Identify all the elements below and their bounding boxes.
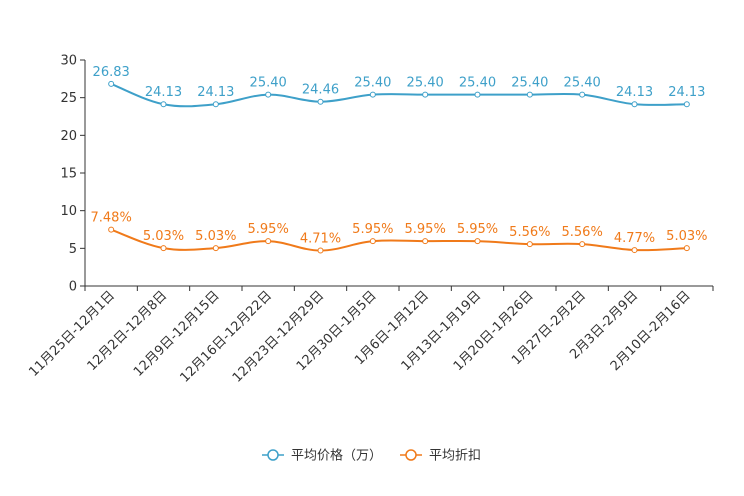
data-point[interactable] (422, 91, 429, 98)
x-axis-ticks: 11月25日-12月1日12月2日-12月8日12月9日-12月15日12月16… (26, 286, 714, 386)
y-tick-label: 25 (60, 91, 77, 106)
data-label: 5.95% (352, 222, 393, 237)
data-label: 5.56% (509, 225, 550, 240)
data-label: 24.13 (197, 85, 234, 100)
data-label: 4.77% (614, 231, 655, 246)
data-label: 25.40 (511, 76, 548, 91)
data-point[interactable] (108, 80, 115, 87)
data-point[interactable] (474, 238, 481, 245)
data-point[interactable] (317, 247, 324, 254)
data-point[interactable] (369, 238, 376, 245)
data-point[interactable] (631, 101, 638, 108)
data-label: 24.13 (145, 85, 182, 100)
data-label: 25.40 (407, 76, 444, 91)
y-tick-label: 0 (69, 280, 77, 295)
y-tick-label: 30 (60, 54, 77, 69)
data-point[interactable] (265, 91, 272, 98)
data-label: 25.40 (250, 76, 287, 91)
data-point[interactable] (212, 101, 219, 108)
x-tick-label: 12月16日-12月22日 (178, 288, 275, 385)
data-point[interactable] (683, 245, 690, 252)
data-point[interactable] (265, 238, 272, 245)
data-point[interactable] (579, 91, 586, 98)
data-point[interactable] (422, 238, 429, 245)
legend-label: 平均价格（万） (291, 448, 382, 464)
data-label: 5.03% (195, 229, 236, 244)
x-tick-label: 12月23日-12月29日 (230, 288, 327, 385)
data-label: 5.03% (143, 229, 184, 244)
data-point[interactable] (683, 101, 690, 108)
data-point[interactable] (212, 245, 219, 252)
data-point[interactable] (317, 98, 324, 105)
series-layer: 26.83 24.13 24.13 25.40 24.46 25.40 25.40 25.40… (91, 65, 707, 254)
data-label: 4.71% (300, 232, 341, 247)
data-point[interactable] (631, 247, 638, 254)
legend-item-1[interactable]: 平均价格（万） (262, 448, 382, 464)
series-line (110, 228, 687, 252)
data-point[interactable] (474, 91, 481, 98)
data-label: 5.95% (405, 222, 446, 237)
data-point[interactable] (526, 241, 533, 248)
y-tick-label: 5 (69, 242, 77, 257)
data-point[interactable] (160, 245, 167, 252)
data-point[interactable] (526, 91, 533, 98)
data-point[interactable] (108, 226, 115, 233)
data-label: 5.95% (248, 222, 289, 237)
legend-label: 平均折扣 (429, 449, 481, 464)
data-label: 24.46 (302, 83, 339, 98)
data-point[interactable] (369, 91, 376, 98)
data-label: 25.40 (459, 76, 496, 91)
data-label: 5.95% (457, 222, 498, 237)
legend[interactable]: 平均价格（万） 平均折扣 (262, 448, 481, 464)
legend-item-2[interactable]: 平均折扣 (400, 449, 481, 464)
data-label: 5.03% (666, 229, 707, 244)
legend-marker-icon (267, 449, 279, 461)
series-2: 7.48% 5.03% 5.03% 5.95% 4.71% 5.95% 5.95% 5.95%… (91, 211, 707, 254)
series-line (110, 82, 687, 108)
data-label: 7.48% (91, 211, 132, 226)
data-label: 26.83 (93, 65, 130, 80)
data-label: 5.56% (562, 225, 603, 240)
data-label: 24.13 (668, 85, 705, 100)
y-tick-label: 20 (60, 129, 77, 144)
legend-marker-icon (405, 449, 417, 461)
y-axis-ticks: 0 5 10 15 20 25 30 (60, 54, 85, 295)
data-label: 24.13 (616, 85, 653, 100)
y-tick-label: 10 (60, 204, 77, 219)
y-tick-label: 15 (60, 167, 77, 182)
data-label: 25.40 (354, 76, 391, 91)
data-point[interactable] (579, 241, 586, 248)
data-point[interactable] (160, 101, 167, 108)
data-label: 25.40 (564, 76, 601, 91)
x-tick-label: 11月25日-12月1日 (26, 288, 118, 380)
series-1: 26.83 24.13 24.13 25.40 24.46 25.40 25.40 25.40… (93, 65, 705, 108)
